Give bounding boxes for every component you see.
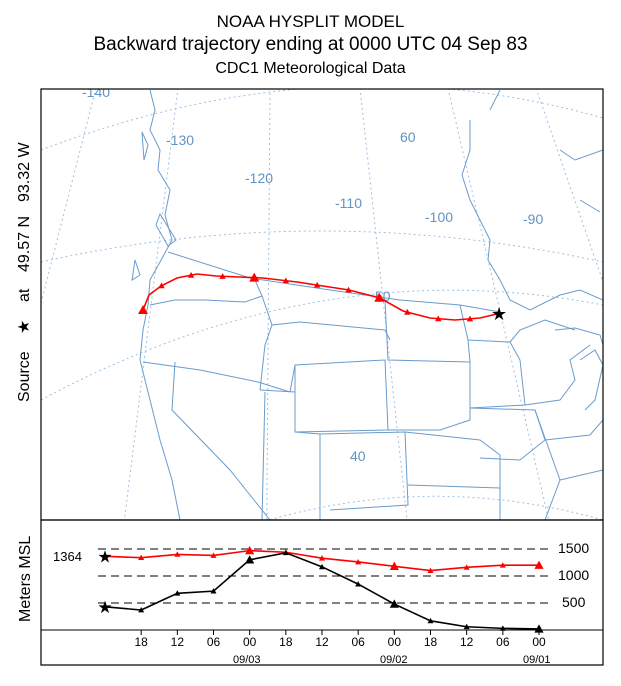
date-label: 09/03 [233, 654, 261, 666]
height-point [245, 546, 255, 555]
map-trajectory-marker [435, 315, 442, 322]
date-label: 09/02 [380, 654, 408, 666]
y-tick-label: 1000 [558, 567, 589, 583]
x-tick-label: 18 [279, 635, 293, 649]
map-trajectory: ★ [138, 271, 507, 324]
x-tick-label: 18 [424, 635, 438, 649]
trajectory-title: Backward trajectory ending at 0000 UTC 0… [93, 34, 528, 55]
model-title: NOAA HYSPLIT MODEL [216, 12, 405, 31]
y-tick-label: 1500 [558, 540, 589, 556]
height-point [138, 554, 145, 561]
height-gridlines [98, 548, 550, 604]
start-star-icon: ★ [97, 547, 112, 566]
x-tick-label: 12 [171, 635, 185, 649]
source-longitude: 93.32 W [16, 142, 33, 202]
height-point [174, 551, 181, 557]
height-point [319, 563, 325, 570]
height-point [245, 555, 255, 564]
x-tick-label: 12 [315, 635, 329, 649]
lon-label: -100 [425, 209, 453, 225]
map-trajectory-marker [374, 292, 385, 302]
height-point [499, 625, 506, 631]
map-trajectory-marker [313, 281, 321, 288]
map-trajectory-marker [138, 305, 148, 314]
height-point [534, 624, 544, 633]
height-point [282, 549, 289, 556]
lon-label: -140 [82, 84, 110, 100]
profile-frame [40, 519, 604, 666]
height-point [355, 581, 362, 587]
height-point [389, 561, 399, 570]
height-point [210, 552, 217, 558]
height-point [534, 560, 544, 569]
lon-label: -90 [523, 211, 543, 227]
height-point [463, 623, 470, 630]
height-point [138, 607, 145, 613]
height-profile-panel: 18 12 06 00 18 12 06 00 18 12 06 00 ★★ Meters MSL 1… [17, 519, 604, 666]
source-label: Source [16, 351, 33, 402]
source-star-icon: ★ [16, 320, 33, 334]
x-tick-label: 00 [243, 635, 257, 649]
height-point [210, 588, 217, 594]
x-tick-label: 06 [496, 635, 510, 649]
source-at-label: at [16, 288, 33, 302]
y-axis-label: Meters MSL [17, 536, 34, 622]
start-height-label: 1364 [53, 549, 82, 564]
map-trajectory-marker [345, 286, 352, 293]
x-tick-label: 06 [351, 635, 365, 649]
height-point [499, 562, 506, 568]
x-tick-label: 12 [460, 635, 474, 649]
date-label: 09/01 [523, 654, 551, 666]
source-latitude: 49.57 N [16, 216, 33, 272]
map-source-star-icon: ★ [491, 304, 507, 324]
map-trajectory-marker [466, 315, 474, 322]
height-point [389, 599, 399, 608]
height-series: ★★ [97, 546, 544, 633]
map-trajectory-marker [404, 308, 411, 315]
lon-label: -130 [166, 132, 194, 148]
map-panel: -140 -130 -120 -110 -100 -90 60 50 40 [40, 84, 604, 521]
meteorology-title: CDC1 Meteorological Data [215, 60, 406, 77]
graticule [41, 89, 603, 520]
source-caption: Source ★ at 49.57 N 93.32 W [16, 142, 33, 402]
x-tick-label: 00 [388, 635, 402, 649]
height-point [174, 590, 181, 596]
map-trajectory-marker [158, 282, 165, 289]
state-boundaries [131, 89, 603, 520]
start-star-icon: ★ [97, 598, 112, 617]
x-ticks: 18 12 06 00 18 12 06 00 18 12 06 00 [134, 630, 546, 649]
x-tick-label: 00 [532, 635, 546, 649]
lon-label: -110 [335, 195, 362, 211]
lat-label: 40 [350, 448, 366, 464]
height-point [463, 564, 470, 570]
lat-label: 60 [400, 129, 416, 145]
map-trajectory-marker [282, 277, 290, 284]
map-trajectory-marker [249, 272, 260, 282]
height-point [427, 567, 434, 573]
height-point [355, 558, 362, 565]
lon-label: -120 [245, 170, 273, 186]
x-tick-label: 06 [207, 635, 221, 649]
height-point [319, 555, 325, 561]
map-trajectory-marker [219, 273, 226, 279]
height-point [427, 617, 434, 624]
x-tick-label: 18 [134, 635, 148, 649]
y-tick-label: 500 [562, 594, 586, 610]
map-trajectory-marker [187, 271, 195, 278]
